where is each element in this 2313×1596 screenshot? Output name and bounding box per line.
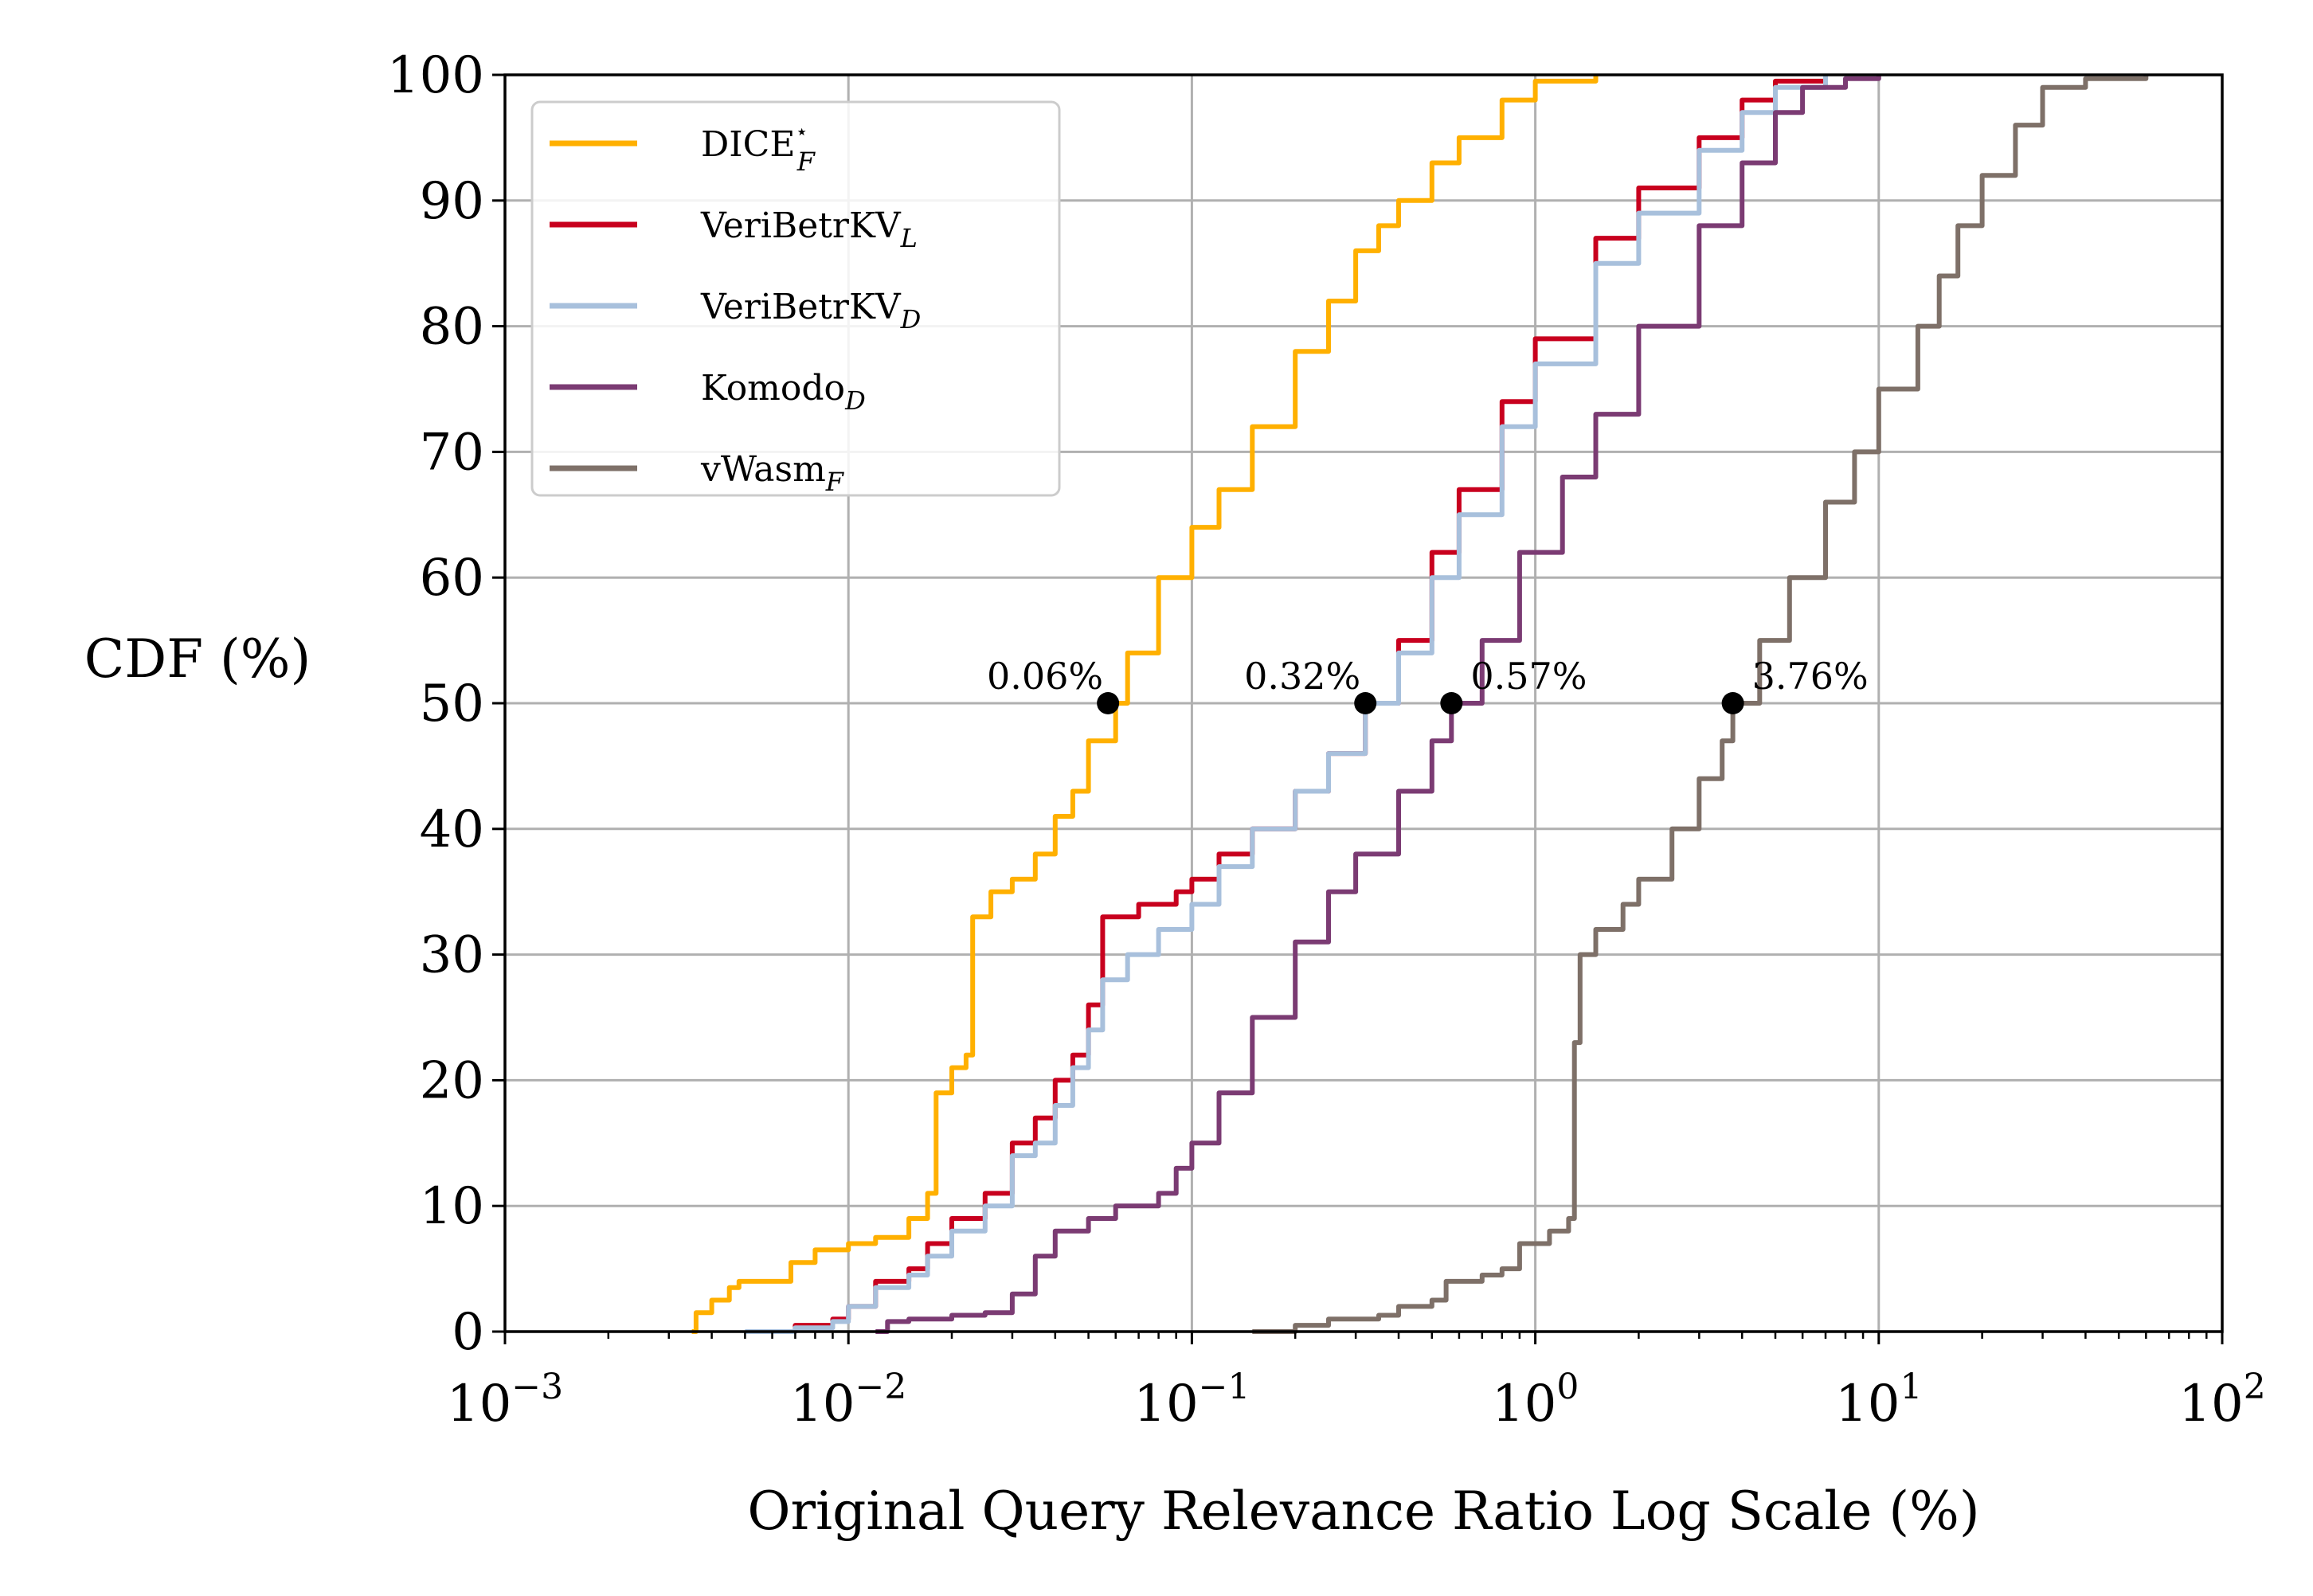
legend-label: DICE⋆ F [701, 120, 816, 177]
series-lines [691, 75, 2149, 1334]
x-tick-label: 10−3 [447, 1367, 563, 1434]
legend-label: VeriBetrKVL [700, 205, 918, 253]
median-label: 0.06% [987, 655, 1103, 698]
median-marker [1097, 692, 1120, 714]
axis-ticks: 10−3 10−2 10−1 100 101 1020102030405060708090… [387, 46, 2266, 1434]
y-tick-label: 30 [420, 926, 484, 985]
y-tick-label: 70 [420, 423, 484, 482]
y-tick-label: 100 [387, 46, 484, 105]
x-tick-label: 10−1 [1133, 1367, 1250, 1434]
y-tick-label: 90 [420, 172, 484, 231]
legend-label: vWasmF [700, 449, 845, 497]
series-line-4 [875, 75, 1881, 1334]
y-tick-label: 10 [420, 1177, 484, 1236]
median-label: 0.57% [1470, 655, 1587, 698]
y-tick-label: 50 [420, 675, 484, 733]
legend-box [530, 100, 1061, 497]
x-tick-label: 10−2 [790, 1367, 906, 1434]
y-axis-title: CDF (%) [84, 628, 311, 690]
y-tick-label: 20 [420, 1051, 484, 1110]
median-annotations: 0.06% 0.32% 0.57% 3.76% [987, 655, 1869, 714]
legend-label: VeriBetrKVD [700, 287, 921, 334]
median-label: 3.76% [1752, 655, 1869, 698]
series-line-1 [691, 75, 1599, 1334]
legend: DICE⋆ F VeriBetrKVL VeriBetrKVD KomodoD vWasm… [530, 100, 1061, 497]
median-marker [1721, 692, 1744, 714]
median-marker [1440, 692, 1463, 714]
median-marker [1354, 692, 1377, 714]
x-axis-title: Original Query Relevance Ratio Log Scale… [747, 1481, 1979, 1542]
x-tick-label: 100 [1492, 1367, 1579, 1434]
y-tick-label: 80 [420, 298, 484, 357]
median-label: 0.32% [1244, 655, 1360, 698]
y-tick-label: 40 [420, 800, 484, 859]
x-tick-label: 102 [2178, 1367, 2265, 1434]
y-tick-label: 60 [420, 549, 484, 608]
legend-label: KomodoD [701, 368, 866, 416]
series-line-3 [745, 75, 1828, 1334]
x-tick-label: 101 [1835, 1367, 1922, 1434]
series-line-5 [1252, 75, 2149, 1334]
y-tick-label: 0 [452, 1303, 484, 1362]
